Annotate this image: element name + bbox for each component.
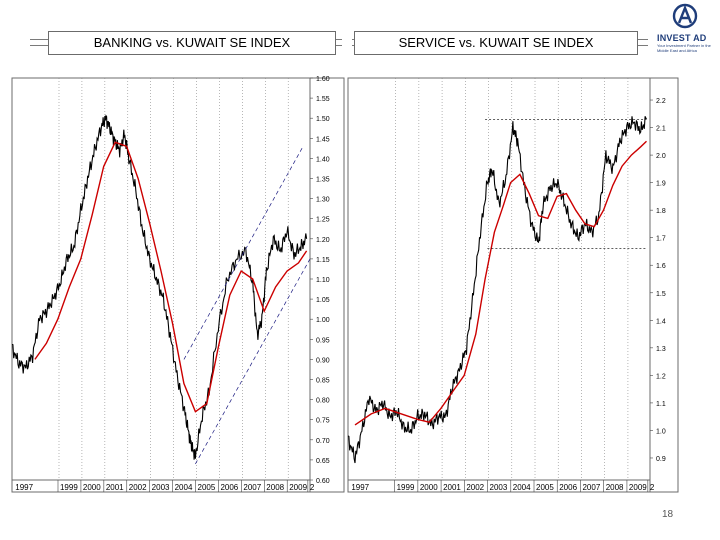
logo-tagline: Your Investment Partner in the Middle Ea… [657,43,711,53]
logo-name: INVEST AD [657,33,707,43]
x-tick-label: 2006 [220,483,238,492]
y-tick-label: 0.85 [316,378,330,385]
x-tick-label: 1997 [15,483,33,492]
y-tick-label: 0.70 [316,438,330,445]
y-tick-label: 1.5 [656,291,666,298]
x-tick-label: 2004 [513,483,531,492]
x-tick-label: 2008 [266,483,284,492]
x-tick-label: 2007 [243,483,261,492]
y-tick-label: 0.60 [316,478,330,485]
y-tick-label: 1.0 [656,428,666,435]
y-tick-label: 1.40 [316,156,330,163]
y-tick-label: 1.30 [316,197,330,204]
x-tick-label: 2006 [559,483,577,492]
right-chart-title: SERVICE vs. KUWAIT SE INDEX [354,31,638,55]
x-tick-label: 2008 [606,483,624,492]
x-tick-label: 2 [310,483,315,492]
x-tick-label: 2002 [129,483,147,492]
x-tick-label: 2000 [420,483,438,492]
trend-channel-line [183,146,304,360]
y-tick-label: 1.60 [316,76,330,83]
x-tick-label: 2009 [629,483,647,492]
x-tick-label: 2001 [106,483,124,492]
y-tick-label: 0.9 [656,456,666,463]
price-series-line [11,114,308,460]
y-tick-label: 1.50 [316,116,330,123]
x-tick-label: 1999 [60,483,78,492]
x-tick-label: 2004 [175,483,193,492]
y-tick-label: 2.0 [656,153,666,160]
y-tick-label: 1.6 [656,263,666,270]
price-series-line [347,116,647,464]
y-tick-label: 2.1 [656,126,666,133]
moving-average-line [34,141,308,413]
y-tick-label: 0.80 [316,398,330,405]
service-chart: 1997 1999 2000 2001 2002 2003 2004 2005 2006 2007… [347,77,679,493]
x-tick-label: 2001 [443,483,461,492]
page-number: 18 [662,509,674,520]
y-tick-label: 1.4 [656,318,666,325]
y-tick-label: 2.2 [656,98,666,105]
y-tick-label: 1.3 [656,346,666,353]
x-tick-label: 2007 [582,483,600,492]
banking-chart: 1997 1999 2000 2001 2002 2003 2004 2005 2006 2007… [11,76,345,493]
y-tick-label: 1.7 [656,236,666,243]
y-tick-label: 1.45 [316,136,330,143]
x-tick-label: 2009 [289,483,307,492]
y-tick-label: 0.90 [316,357,330,364]
x-tick-label: 2 [650,483,655,492]
y-axis-strip [649,77,679,493]
y-axis-strip [309,77,345,493]
y-tick-label: 1.25 [316,217,330,224]
invest-ad-logo-icon [672,3,698,29]
y-tick-label: 0.75 [316,418,330,425]
y-tick-label: 1.2 [656,373,666,380]
x-tick-label: 2003 [490,483,508,492]
x-tick-label: 1999 [397,483,415,492]
x-tick-label: 2005 [198,483,216,492]
y-tick-label: 1.1 [656,401,666,408]
left-chart-title: BANKING vs. KUWAIT SE INDEX [48,31,336,55]
y-tick-label: 1.20 [316,237,330,244]
x-tick-label: 2003 [152,483,170,492]
y-tick-label: 1.00 [316,317,330,324]
x-tick-label: 1997 [351,483,369,492]
y-tick-label: 1.9 [656,181,666,188]
y-tick-label: 1.10 [316,277,330,284]
y-tick-label: 1.55 [316,96,330,103]
x-tick-label: 2002 [466,483,484,492]
moving-average-line [354,140,647,426]
x-tick-label: 2000 [83,483,101,492]
y-tick-label: 1.05 [316,297,330,304]
y-tick-label: 1.8 [656,208,666,215]
y-tick-label: 1.15 [316,257,330,264]
y-tick-label: 0.95 [316,337,330,344]
x-tick-label: 2005 [536,483,554,492]
y-tick-label: 1.35 [316,177,330,184]
y-tick-label: 0.65 [316,458,330,465]
